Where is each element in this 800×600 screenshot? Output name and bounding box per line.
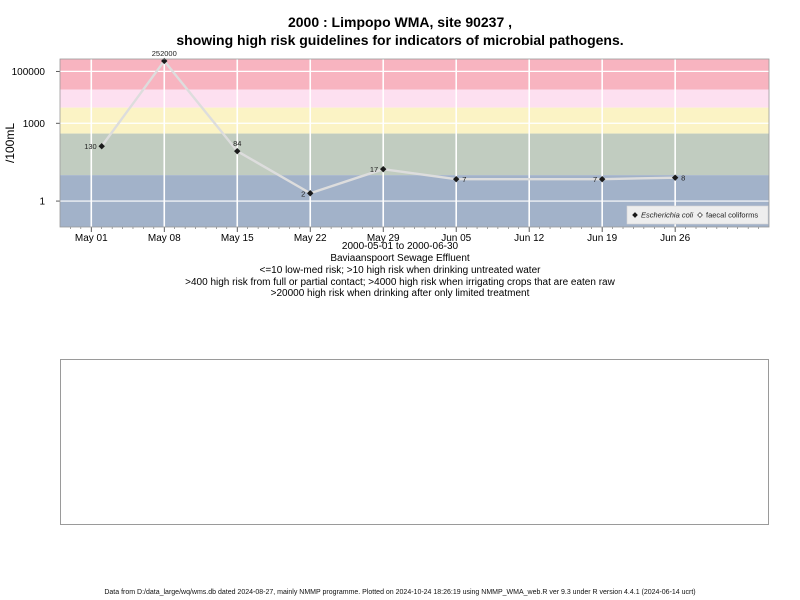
plot-frame xyxy=(59,58,770,228)
data-point xyxy=(671,174,679,181)
risk-band-2 xyxy=(60,89,769,108)
date-range-label: 2000-05-01 to 2000-06-30 xyxy=(341,241,459,252)
y-tick-label: 1000 xyxy=(23,119,46,130)
data-point xyxy=(161,57,168,65)
data-label: 7 xyxy=(593,175,597,184)
data-label: 7 xyxy=(462,175,466,184)
chart-title-line-1: 2000 : Limpopo WMA, site 90237 , xyxy=(287,14,513,30)
guideline-text-2: >400 high risk from full or partial cont… xyxy=(185,277,615,288)
series-line-1 xyxy=(100,59,676,195)
guideline-text-3: >20000 high risk when drinking after onl… xyxy=(270,288,530,299)
guideline-text-1: <=10 low-med risk; >10 high risk when dr… xyxy=(259,265,541,276)
x-tick-label: Jun 19 xyxy=(587,233,617,244)
data-label: 2 xyxy=(301,189,305,198)
x-tick-label: May 29 xyxy=(367,233,400,244)
chart-title-line-2: showing high risk guidelines for indicat… xyxy=(176,32,624,48)
data-point xyxy=(307,190,314,197)
x-tick-label: May 08 xyxy=(148,233,181,244)
legend-label-2: faecal coliforms xyxy=(706,211,758,220)
y-tick-label: 1 xyxy=(39,197,45,208)
legend-label-1: Escherichia coli xyxy=(641,211,693,220)
data-point xyxy=(380,165,387,173)
x-tick-label: May 01 xyxy=(75,233,108,244)
data-label: 8 xyxy=(681,174,685,183)
data-point xyxy=(98,143,105,150)
risk-band-4 xyxy=(60,133,769,176)
data-source-footer: Data from D:/data_large/wq/wms.db dated … xyxy=(104,589,696,596)
legend-marker-2 xyxy=(697,212,703,218)
x-tick-label: May 15 xyxy=(221,233,254,244)
data-label: 17 xyxy=(370,165,378,174)
data-point xyxy=(453,175,460,183)
y-tick-label: 100000 xyxy=(12,67,46,78)
data-point xyxy=(234,147,241,155)
risk-band-1 xyxy=(60,59,769,90)
data-point xyxy=(598,175,606,183)
x-tick-label: Jun 26 xyxy=(660,233,690,244)
x-tick-label: May 22 xyxy=(294,233,327,244)
x-tick-label: Jun 05 xyxy=(441,233,471,244)
risk-band-3 xyxy=(60,107,769,134)
y-axis-label: /100mL xyxy=(3,123,17,163)
legend-marker-1 xyxy=(632,212,638,218)
x-tick-label: Jun 12 xyxy=(514,233,544,244)
data-label: 252000 xyxy=(152,49,177,58)
site-name-label: Baviaanspoort Sewage Effluent xyxy=(330,253,470,264)
data-label: 84 xyxy=(233,139,241,148)
data-label: 130 xyxy=(84,142,97,151)
empty-second-panel xyxy=(60,359,769,525)
